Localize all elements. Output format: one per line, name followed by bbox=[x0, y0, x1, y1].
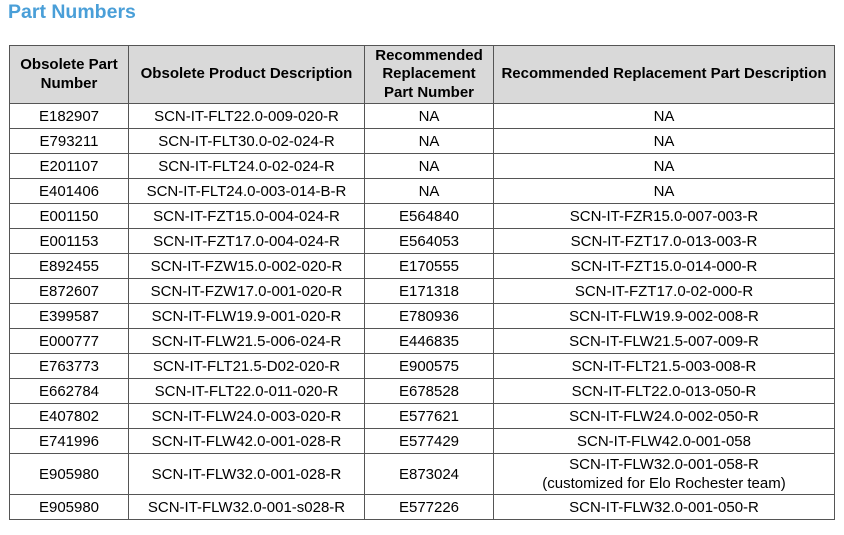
table-row: E872607 SCN-IT-FZW17.0-001-020-R E171318… bbox=[9, 278, 835, 304]
obsolete-part-cell: E001153 bbox=[9, 228, 129, 254]
obsolete-desc-cell: SCN-IT-FLW32.0-001-028-R bbox=[128, 453, 365, 495]
replacement-desc-cell: NA bbox=[493, 153, 835, 179]
table-row: E793211 SCN-IT-FLT30.0-02-024-R NA NA bbox=[9, 128, 835, 154]
obsolete-desc-cell: SCN-IT-FLT21.5-D02-020-R bbox=[128, 353, 365, 379]
replacement-part-cell: E577621 bbox=[364, 403, 494, 429]
obsolete-part-cell: E001150 bbox=[9, 203, 129, 229]
obsolete-part-cell: E201107 bbox=[9, 153, 129, 179]
obsolete-desc-cell: SCN-IT-FLW24.0-003-020-R bbox=[128, 403, 365, 429]
replacement-part-cell: NA bbox=[364, 103, 494, 129]
replacement-desc-cell: SCN-IT-FZR15.0-007-003-R bbox=[493, 203, 835, 229]
replacement-desc-cell: SCN-IT-FLW19.9-002-008-R bbox=[493, 303, 835, 329]
obsolete-desc-cell: SCN-IT-FLW21.5-006-024-R bbox=[128, 328, 365, 354]
obsolete-desc-cell: SCN-IT-FZT17.0-004-024-R bbox=[128, 228, 365, 254]
obsolete-part-cell: E182907 bbox=[9, 103, 129, 129]
table-row: E905980 SCN-IT-FLW32.0-001-028-R E873024… bbox=[9, 453, 835, 495]
obsolete-part-cell: E741996 bbox=[9, 428, 129, 454]
header-obsolete-part-number: Obsolete Part Number bbox=[9, 45, 129, 104]
replacement-part-cell: E446835 bbox=[364, 328, 494, 354]
obsolete-part-cell: E905980 bbox=[9, 453, 129, 495]
obsolete-desc-cell: SCN-IT-FLT22.0-011-020-R bbox=[128, 378, 365, 404]
obsolete-desc-cell: SCN-IT-FLW19.9-001-020-R bbox=[128, 303, 365, 329]
header-recommended-replacement-part-description: Recommended Replacement Part Description bbox=[493, 45, 835, 104]
table-row: E741996 SCN-IT-FLW42.0-001-028-R E577429… bbox=[9, 428, 835, 454]
replacement-part-cell: E873024 bbox=[364, 453, 494, 495]
obsolete-desc-cell: SCN-IT-FLT24.0-02-024-R bbox=[128, 153, 365, 179]
obsolete-part-cell: E399587 bbox=[9, 303, 129, 329]
table-row: E763773 SCN-IT-FLT21.5-D02-020-R E900575… bbox=[9, 353, 835, 379]
replacement-part-cell: E780936 bbox=[364, 303, 494, 329]
obsolete-part-cell: E892455 bbox=[9, 253, 129, 279]
obsolete-desc-cell: SCN-IT-FZW17.0-001-020-R bbox=[128, 278, 365, 304]
header-obsolete-product-description: Obsolete Product Description bbox=[128, 45, 365, 104]
obsolete-part-cell: E905980 bbox=[9, 494, 129, 520]
table-row: E399587 SCN-IT-FLW19.9-001-020-R E780936… bbox=[9, 303, 835, 329]
table-header-row: Obsolete Part Number Obsolete Product De… bbox=[9, 45, 835, 104]
replacement-part-cell: E564053 bbox=[364, 228, 494, 254]
table-row: E662784 SCN-IT-FLT22.0-011-020-R E678528… bbox=[9, 378, 835, 404]
replacement-part-cell: NA bbox=[364, 153, 494, 179]
table-row: E407802 SCN-IT-FLW24.0-003-020-R E577621… bbox=[9, 403, 835, 429]
replacement-desc-cell: SCN-IT-FLW21.5-007-009-R bbox=[493, 328, 835, 354]
replacement-desc-cell: NA bbox=[493, 128, 835, 154]
obsolete-desc-cell: SCN-IT-FLT24.0-003-014-B-R bbox=[128, 178, 365, 204]
replacement-part-cell: E577429 bbox=[364, 428, 494, 454]
obsolete-part-cell: E662784 bbox=[9, 378, 129, 404]
table-row: E201107 SCN-IT-FLT24.0-02-024-R NA NA bbox=[9, 153, 835, 179]
replacement-part-cell: NA bbox=[364, 128, 494, 154]
obsolete-desc-cell: SCN-IT-FLW32.0-001-s028-R bbox=[128, 494, 365, 520]
replacement-part-cell: E170555 bbox=[364, 253, 494, 279]
replacement-part-cell: E577226 bbox=[364, 494, 494, 520]
replacement-desc-cell: SCN-IT-FLT22.0-013-050-R bbox=[493, 378, 835, 404]
replacement-desc-text: SCN-IT-FLW32.0-001-058-R bbox=[569, 456, 759, 473]
replacement-note-text: (customized for Elo Rochester team) bbox=[542, 475, 786, 492]
replacement-desc-cell: NA bbox=[493, 178, 835, 204]
replacement-desc-cell: SCN-IT-FLW24.0-002-050-R bbox=[493, 403, 835, 429]
table-row: E001150 SCN-IT-FZT15.0-004-024-R E564840… bbox=[9, 203, 835, 229]
obsolete-part-cell: E872607 bbox=[9, 278, 129, 304]
table-row: E001153 SCN-IT-FZT17.0-004-024-R E564053… bbox=[9, 228, 835, 254]
part-numbers-table: Obsolete Part Number Obsolete Product De… bbox=[9, 45, 835, 520]
replacement-part-cell: E171318 bbox=[364, 278, 494, 304]
replacement-desc-cell: SCN-IT-FLW42.0-001-058 bbox=[493, 428, 835, 454]
obsolete-desc-cell: SCN-IT-FZT15.0-004-024-R bbox=[128, 203, 365, 229]
replacement-part-cell: NA bbox=[364, 178, 494, 204]
table-row: E000777 SCN-IT-FLW21.5-006-024-R E446835… bbox=[9, 328, 835, 354]
table-row: E401406 SCN-IT-FLT24.0-003-014-B-R NA NA bbox=[9, 178, 835, 204]
replacement-desc-cell: NA bbox=[493, 103, 835, 129]
header-recommended-replacement-part-number: Recommended Replacement Part Number bbox=[364, 45, 494, 104]
replacement-part-cell: E678528 bbox=[364, 378, 494, 404]
replacement-desc-cell: SCN-IT-FLW32.0-001-050-R bbox=[493, 494, 835, 520]
obsolete-desc-cell: SCN-IT-FLT30.0-02-024-R bbox=[128, 128, 365, 154]
replacement-part-cell: E564840 bbox=[364, 203, 494, 229]
replacement-desc-cell: SCN-IT-FLW32.0-001-058-R (customized for… bbox=[493, 453, 835, 495]
obsolete-part-cell: E000777 bbox=[9, 328, 129, 354]
obsolete-desc-cell: SCN-IT-FLW42.0-001-028-R bbox=[128, 428, 365, 454]
obsolete-part-cell: E793211 bbox=[9, 128, 129, 154]
obsolete-part-cell: E401406 bbox=[9, 178, 129, 204]
obsolete-part-cell: E407802 bbox=[9, 403, 129, 429]
replacement-desc-cell: SCN-IT-FZT15.0-014-000-R bbox=[493, 253, 835, 279]
page-title: Part Numbers bbox=[8, 1, 136, 23]
replacement-desc-cell: SCN-IT-FLT21.5-003-008-R bbox=[493, 353, 835, 379]
table-row: E905980 SCN-IT-FLW32.0-001-s028-R E57722… bbox=[9, 494, 835, 520]
replacement-desc-cell: SCN-IT-FZT17.0-02-000-R bbox=[493, 278, 835, 304]
obsolete-part-cell: E763773 bbox=[9, 353, 129, 379]
table-row: E182907 SCN-IT-FLT22.0-009-020-R NA NA bbox=[9, 103, 835, 129]
obsolete-desc-cell: SCN-IT-FLT22.0-009-020-R bbox=[128, 103, 365, 129]
replacement-desc-cell: SCN-IT-FZT17.0-013-003-R bbox=[493, 228, 835, 254]
obsolete-desc-cell: SCN-IT-FZW15.0-002-020-R bbox=[128, 253, 365, 279]
table-row: E892455 SCN-IT-FZW15.0-002-020-R E170555… bbox=[9, 253, 835, 279]
replacement-part-cell: E900575 bbox=[364, 353, 494, 379]
